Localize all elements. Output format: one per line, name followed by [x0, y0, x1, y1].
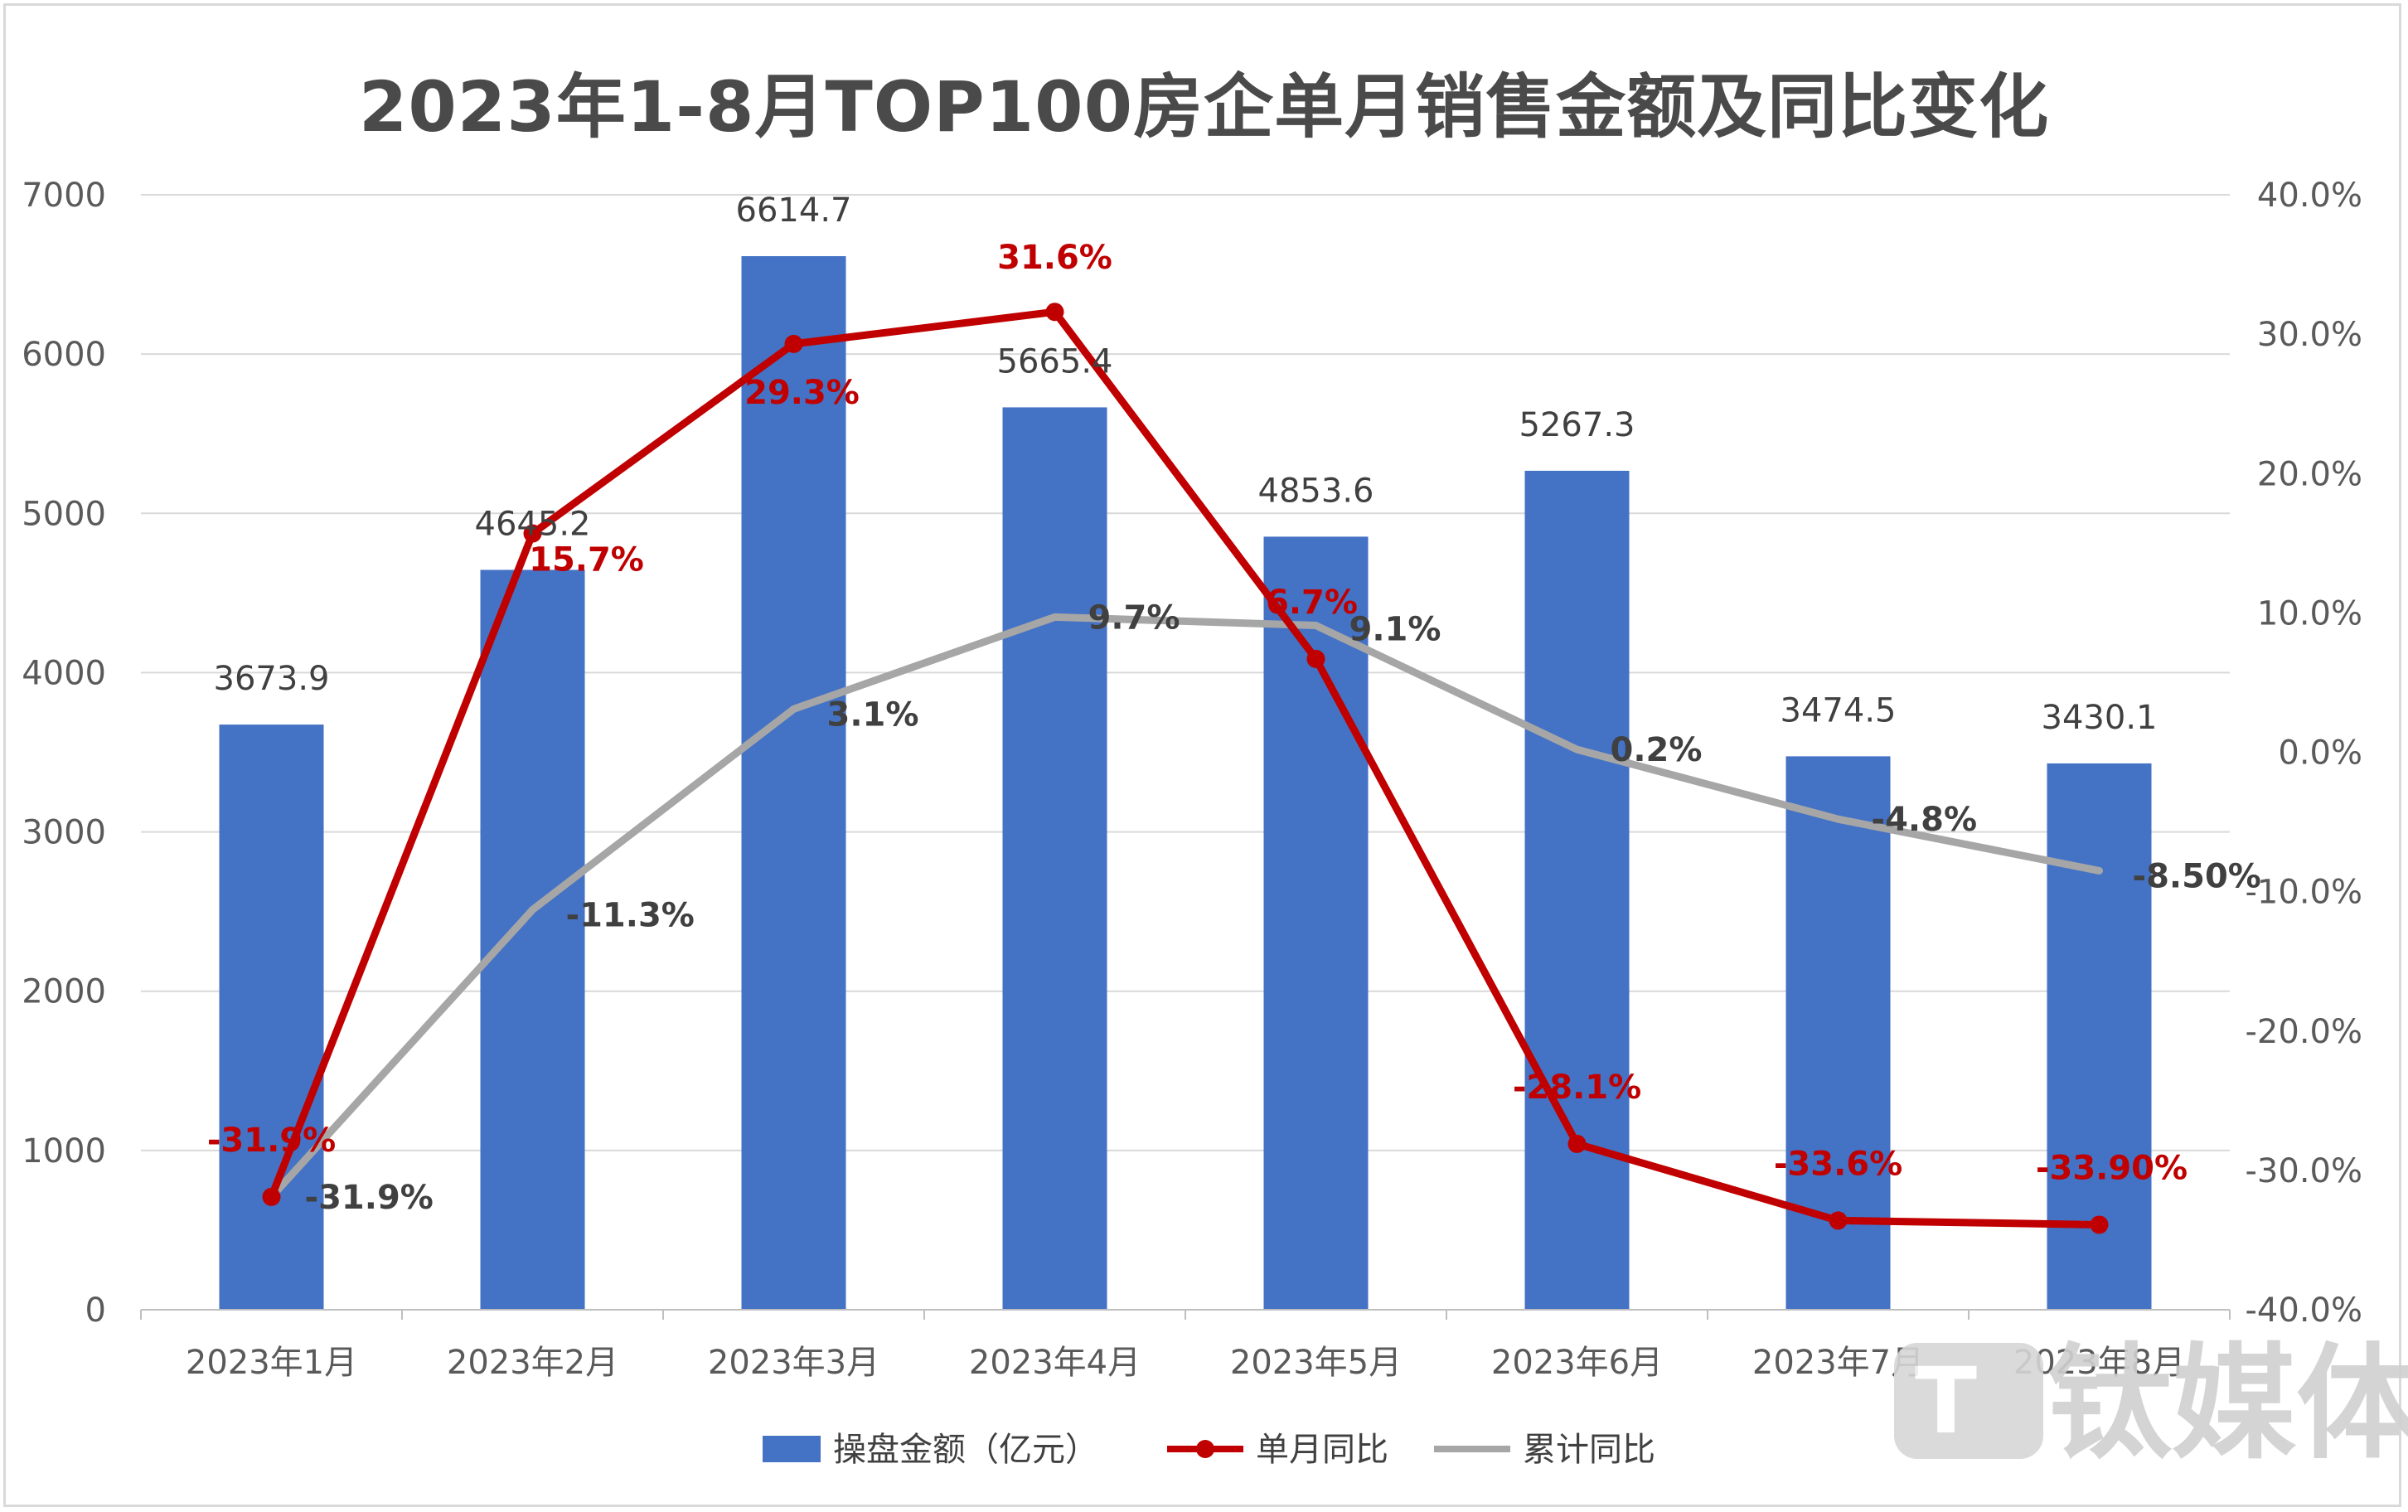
cumulative-yoy-label: -11.3% [566, 896, 695, 934]
right-axis-tick: 0.0% [2278, 734, 2362, 773]
chart-frame [3, 3, 2401, 1507]
left-axis-tick: 5000 [22, 495, 106, 533]
right-axis-tick: 40.0% [2257, 177, 2362, 215]
monthly-yoy-line [268, 308, 2103, 1228]
right-axis-tick: -40.0% [2245, 1292, 2362, 1330]
cumulative-yoy-label: -31.9% [305, 1179, 434, 1217]
bar-value-label: 5665.4 [997, 342, 1113, 380]
legend: 操盘金额（亿元） 单月同比 累计同比 [763, 1431, 1655, 1469]
left-axis-tick: 0 [85, 1292, 106, 1330]
cumulative-yoy-label: -8.50% [2133, 857, 2261, 895]
monthly-yoy-label: -33.90% [2036, 1149, 2188, 1187]
bar [1524, 470, 1630, 1310]
legend-swatch-monthly-marker [1196, 1440, 1214, 1458]
bar [219, 724, 324, 1310]
right-axis-tick: -20.0% [2245, 1013, 2362, 1051]
left-axis-tick: 2000 [22, 973, 106, 1011]
bar-value-label: 3673.9 [214, 660, 330, 698]
cumulative-yoy-label: 0.2% [1611, 731, 1703, 769]
gridlines [141, 194, 2230, 1151]
legend-label-bar: 操盘金额（亿元） [833, 1431, 1098, 1469]
monthly-yoy-point [262, 1187, 281, 1206]
monthly-yoy-label: 29.3% [744, 374, 860, 412]
legend-label-cumulative: 累计同比 [1523, 1431, 1655, 1469]
x-axis-label: 2023年2月 [447, 1344, 618, 1382]
right-axis-tick: -10.0% [2245, 874, 2362, 912]
monthly-yoy-point [1567, 1134, 1587, 1153]
left-axis-tick: 7000 [22, 177, 106, 215]
chart-title: 2023年1-8月TOP100房企单月销售金额及同比变化 [358, 66, 2050, 148]
line-series [262, 303, 2109, 1234]
monthly-yoy-label: -33.6% [1774, 1145, 1902, 1183]
cumulative-yoy-label: 9.1% [1349, 611, 1441, 649]
cumulative-yoy-line [268, 613, 2103, 1201]
left-axis-tick: 6000 [22, 336, 106, 374]
tmt-logo-icon [1894, 1343, 2043, 1459]
cumulative-yoy-label: 9.7% [1088, 598, 1180, 637]
cumulative-yoy-label: -4.8% [1872, 801, 1978, 839]
bar-value-label: 3430.1 [2042, 699, 2158, 737]
bar [1002, 407, 1107, 1311]
bar [480, 569, 585, 1310]
right-axis-tick: 10.0% [2257, 594, 2362, 632]
monthly-yoy-point [523, 524, 542, 543]
tmt-logo-mark: T [1915, 1348, 1977, 1454]
bar-value-label: 3474.5 [1781, 691, 1897, 729]
bar-value-label: 6614.7 [736, 191, 852, 230]
bar-value-label: 4645.2 [475, 505, 591, 543]
monthly-yoy-label: 15.7% [529, 541, 644, 579]
x-axis-label: 2023年1月 [186, 1344, 357, 1382]
monthly-yoy-point [1045, 303, 1064, 322]
right-axis-tick: 30.0% [2257, 316, 2362, 354]
x-axis-label: 2023年6月 [1491, 1344, 1663, 1382]
x-axis-label: 2023年5月 [1230, 1344, 1402, 1382]
monthly-yoy-label: -31.9% [207, 1122, 336, 1160]
left-axis-tick: 3000 [22, 814, 106, 852]
monthly-yoy-point [1829, 1211, 1848, 1230]
bar-value-label: 4853.6 [1258, 472, 1374, 510]
x-axis-label: 2023年4月 [969, 1344, 1141, 1382]
monthly-yoy-point [2090, 1215, 2109, 1234]
monthly-yoy-point [1306, 649, 1325, 668]
left-axis-tick: 4000 [22, 654, 106, 692]
x-axis-label: 2023年3月 [708, 1344, 879, 1382]
monthly-yoy-point [784, 334, 803, 353]
monthly-yoy-label: 31.6% [997, 239, 1112, 277]
right-axis-tick: -30.0% [2245, 1152, 2362, 1190]
data-labels: 3673.9 4645.2 6614.7 5665.4 4853.6 5267.3 3474… [207, 191, 2261, 1217]
cumulative-yoy-label: 3.1% [827, 695, 919, 734]
bar-value-label: 5267.3 [1519, 406, 1635, 444]
legend-swatch-bar [763, 1436, 821, 1462]
right-axis-tick: 20.0% [2257, 455, 2362, 493]
legend-label-monthly: 单月同比 [1256, 1431, 1388, 1469]
left-axis-tick: 1000 [22, 1132, 106, 1170]
monthly-yoy-label: -28.1% [1513, 1069, 1641, 1107]
monthly-yoy-label: 6.7% [1266, 584, 1358, 622]
watermark: T 钛媒体 [1894, 1332, 2408, 1476]
watermark-text: 钛媒体 [2047, 1332, 2408, 1476]
bar [741, 256, 846, 1310]
